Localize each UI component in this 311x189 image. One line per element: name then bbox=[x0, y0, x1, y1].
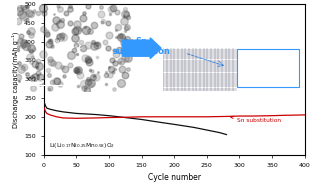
Text: 10  nm: 10 nm bbox=[29, 79, 43, 83]
Text: Sn substitution: Sn substitution bbox=[231, 116, 281, 123]
Bar bbox=[237, 50, 299, 87]
Text: IFFT: IFFT bbox=[241, 45, 249, 49]
Text: Sn
substitution: Sn substitution bbox=[113, 37, 170, 56]
Y-axis label: Discharge capacity(mAh g⁻¹): Discharge capacity(mAh g⁻¹) bbox=[11, 31, 19, 128]
FancyArrow shape bbox=[122, 38, 161, 59]
Text: FFT: FFT bbox=[276, 8, 283, 12]
X-axis label: Cycle number: Cycle number bbox=[148, 173, 201, 182]
Text: 0.47nm: 0.47nm bbox=[54, 40, 81, 49]
Text: 10  nm: 10 nm bbox=[166, 83, 180, 87]
Text: Li(Li$_{0.17}$Ni$_{0.25}$Mn$_{0.58}$)O$_2$: Li(Li$_{0.17}$Ni$_{0.25}$Mn$_{0.58}$)O$_… bbox=[49, 141, 115, 150]
